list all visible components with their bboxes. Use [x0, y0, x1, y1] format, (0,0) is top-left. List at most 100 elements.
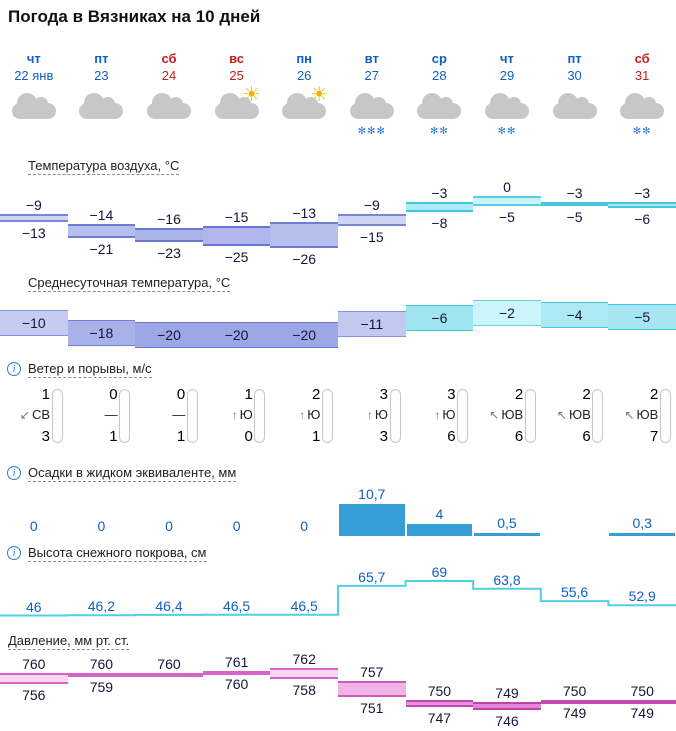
precip-label: 0,5 [497, 515, 517, 531]
section-header-air-temperature: Температура воздуха, °C [0, 157, 676, 175]
day-date: 31 [634, 68, 650, 83]
precipitation-chart: 0 0 0 0 0 10,7 4 0,5 0,3 [0, 487, 676, 540]
wind-direction: ↑ Ю [270, 405, 320, 425]
weather-icon-cell[interactable] [68, 89, 136, 143]
section-header-wind: Ветер и порывы, м/с [0, 360, 676, 378]
wind-day-cell: 2 ↖ ЮВ 7 [608, 382, 676, 452]
wind-arrow-icon: ↖ [556, 408, 567, 422]
weather-icon-cell[interactable] [203, 89, 271, 143]
pressure-max-label: 762 [292, 651, 316, 667]
wind-arrow-icon: ↑ [299, 408, 306, 422]
weather-icon-cell[interactable]: ✻✻ [473, 89, 541, 143]
snow-depth-label: 46 [26, 598, 42, 615]
info-icon[interactable] [7, 466, 21, 480]
pressure-max-label: 760 [89, 656, 114, 673]
precip-bar [339, 504, 405, 536]
day-column[interactable]: пт 23 [68, 51, 136, 83]
section-title-snow-depth[interactable]: Высота снежного покрова, см [28, 544, 207, 562]
day-column[interactable]: сб 31 [608, 51, 676, 83]
weather-icon-cell[interactable] [270, 89, 338, 143]
section-title-wind[interactable]: Ветер и порывы, м/с [28, 360, 152, 378]
pressure-min-label: 760 [224, 676, 249, 693]
temp-min-label: −15 [359, 229, 384, 245]
wind-gust: 3 [41, 428, 50, 445]
pressure-min-label: 751 [360, 699, 384, 716]
weather-icon-cell[interactable] [135, 89, 203, 143]
precip-bar [406, 524, 473, 536]
cloud-icon [214, 93, 259, 119]
wind-gust: 0 [244, 428, 253, 445]
temp-band [540, 202, 609, 206]
wind-direction: ↙ СВ [0, 405, 50, 425]
temp-max-label: −15 [224, 209, 249, 225]
info-icon[interactable] [7, 546, 21, 560]
pressure-min-label: 747 [427, 710, 452, 727]
snow-depth-label: 63,8 [493, 571, 521, 588]
pressure-min-label: 749 [630, 705, 654, 722]
daily-average-temperature-chart: −10 −18 −20 −20 −20 −11 −6 −2 −4 −5 [0, 298, 676, 352]
days-header: чт 22 янв пт 23 сб 24 вс 25 пн 26 вт 27 ср 28 ч… [0, 51, 676, 83]
wind-direction-label: СВ [31, 407, 50, 422]
day-column[interactable]: чт 22 янв [0, 51, 68, 83]
wind-day-cell: 0 — 1 [68, 382, 136, 452]
section-title-air-temperature[interactable]: Температура воздуха, °C [28, 157, 180, 175]
temp-band [608, 202, 676, 208]
wind-direction-label: Ю [374, 407, 388, 422]
cloud-icon [11, 93, 56, 119]
day-of-week: чт [499, 51, 514, 66]
wind-arrow-icon: ↖ [624, 408, 635, 422]
weather-icon-cell[interactable]: ✻✻✻ [338, 89, 406, 143]
day-column[interactable]: пт 30 [541, 51, 609, 83]
sky-icon [279, 89, 329, 125]
pressure-band [67, 673, 136, 678]
day-column[interactable]: вт 27 [338, 51, 406, 83]
wind-day-cell: 2 ↑ Ю 1 [270, 382, 338, 452]
day-column[interactable]: чт 29 [473, 51, 541, 83]
day-of-week: пт [94, 51, 109, 66]
info-icon[interactable] [7, 362, 21, 376]
wind-direction: ↑ Ю [338, 405, 388, 425]
day-column[interactable]: пн 26 [270, 51, 338, 83]
snow-depth-label: 52,9 [628, 588, 656, 605]
wind-direction-label: ЮВ [568, 407, 591, 422]
section-title-pressure[interactable]: Давление, мм рт. ст. [8, 632, 130, 650]
temp-max-label: −14 [89, 207, 114, 223]
weather-icon-cell[interactable]: ✻✻ [608, 89, 676, 143]
weather-icon-cell[interactable] [541, 89, 609, 143]
day-column[interactable]: сб 24 [135, 51, 203, 83]
day-column[interactable]: вс 25 [203, 51, 271, 83]
precip-label: 0,3 [632, 515, 652, 531]
day-date: 27 [364, 68, 379, 83]
precip-label: 0 [97, 518, 106, 534]
weather-icon-cell[interactable]: ✻✻ [406, 89, 474, 143]
day-date: 22 янв [14, 68, 54, 83]
wind-direction: ↖ ЮВ [473, 405, 523, 425]
day-of-week: вс [229, 51, 245, 66]
sky-icon [414, 89, 464, 125]
pressure-band [405, 699, 474, 708]
pressure-band [270, 668, 338, 679]
wind-arrow-icon: ↑ [231, 408, 238, 422]
pressure-max-label: 760 [157, 656, 181, 673]
temp-min-label: −13 [21, 225, 46, 241]
temp-band [135, 228, 203, 242]
wind-direction-label: Ю [239, 407, 253, 422]
day-column[interactable]: ср 28 [406, 51, 474, 83]
avg-temp-band: −11 [338, 311, 406, 337]
weather-icon-cell[interactable] [0, 89, 68, 143]
divider-pill [254, 389, 266, 443]
temp-band [473, 196, 541, 206]
day-date: 24 [161, 68, 177, 83]
wind-day-cell: 2 ↖ ЮВ 6 [473, 382, 541, 452]
wind-row: 1 ↙ СВ 3 0—1 0—1 1 ↑ Ю 0 2 ↑ Ю 1 3 ↑ Ю 3 3 ↑ Ю 6 2 ↖ ЮВ 6 2 ↖ ЮВ 6 2 ↖ Ю… [0, 382, 676, 452]
wind-speed: 3 [447, 386, 456, 403]
section-header-precipitation: Осадки в жидком эквиваленте, мм [0, 464, 676, 482]
day-of-week: сб [161, 51, 177, 66]
temp-min-label: −6 [634, 211, 651, 227]
section-title-precipitation[interactable]: Осадки в жидком эквиваленте, мм [28, 464, 237, 482]
pressure-band [608, 699, 676, 704]
section-title-average-temperature[interactable]: Среднесуточная температура, °C [28, 274, 231, 292]
wind-direction-label: ЮВ [501, 407, 524, 422]
divider-pill [51, 389, 63, 443]
precip-label: 0 [165, 518, 173, 534]
